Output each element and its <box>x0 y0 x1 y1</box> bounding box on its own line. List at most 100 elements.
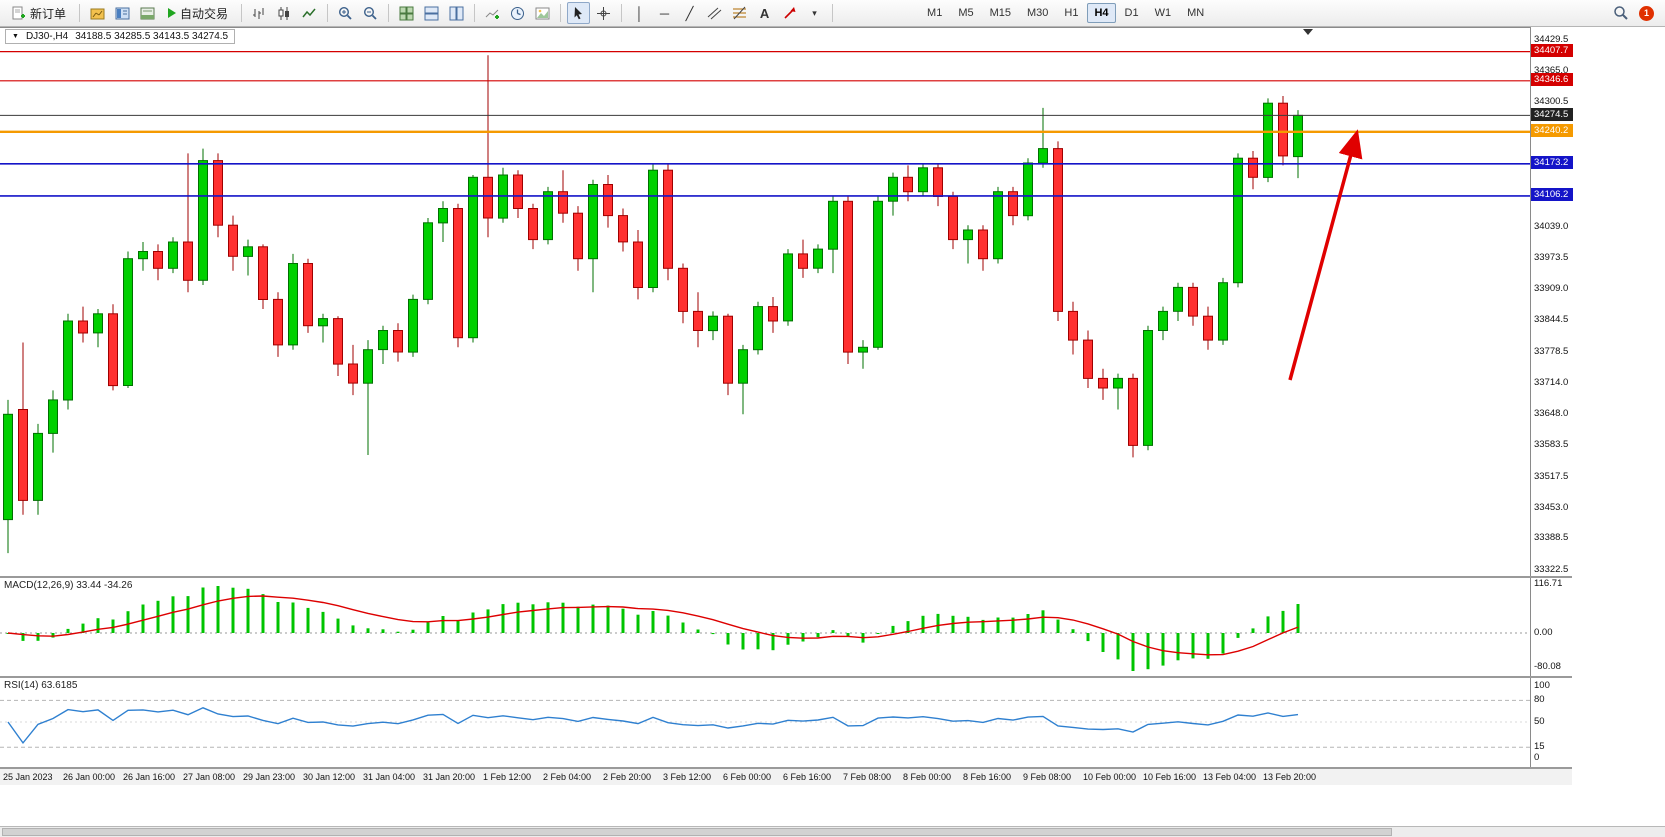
tf-d1-button[interactable]: D1 <box>1124 7 1139 19</box>
tile-windows-button[interactable] <box>395 2 418 24</box>
macd-histogram-bar <box>711 633 715 635</box>
candle <box>708 315 718 332</box>
one-click-expand-icon[interactable]: ▼ <box>12 33 19 40</box>
time-axis-label: 2 Feb 04:00 <box>543 772 592 782</box>
macd-pane[interactable]: MACD(12,26,9) 33.44 -34.26 <box>0 577 1530 677</box>
tf-w1-button[interactable]: W1 <box>1154 7 1172 19</box>
indicators-button[interactable] <box>481 2 504 24</box>
tf-h1-button[interactable]: H1 <box>1064 7 1079 19</box>
pane-divider[interactable] <box>0 576 1572 578</box>
candle <box>1083 339 1093 379</box>
chart-shift-marker[interactable] <box>1303 29 1313 35</box>
macd-histogram-bar <box>1206 633 1210 659</box>
cursor-button[interactable] <box>567 2 591 24</box>
tf-m5-button[interactable]: M5 <box>958 7 974 19</box>
tf-m30-button[interactable]: M30 <box>1027 7 1049 19</box>
crosshair-button[interactable] <box>592 2 615 24</box>
macd-histogram-bar <box>621 608 625 633</box>
notification-badge[interactable]: 1 <box>1639 5 1654 21</box>
channel-tool-button[interactable] <box>703 2 726 24</box>
vertical-line-tool-button[interactable]: │ <box>628 2 651 24</box>
zoom-out-button[interactable] <box>359 2 382 24</box>
candle <box>288 263 298 346</box>
zoom-in-icon <box>339 6 352 20</box>
candle <box>933 167 943 198</box>
macd-histogram-bar <box>1176 633 1180 661</box>
timeframe-group: M1 M5 M15 M30 H1 H4 D1 W1 MN <box>919 3 1212 23</box>
trendline-tool-button[interactable]: ╱ <box>678 2 701 24</box>
candle <box>183 241 193 281</box>
templates-button[interactable] <box>531 2 554 24</box>
horizontal-line-tool-button[interactable]: ─ <box>653 2 676 24</box>
objects-dropdown-button[interactable]: ▾ <box>803 2 826 24</box>
price-axis-label: 33583.5 <box>1534 439 1569 450</box>
macd-histogram-bar <box>801 633 805 642</box>
price-axis-label: 33517.5 <box>1534 471 1569 482</box>
tf-mn-button[interactable]: MN <box>1187 7 1205 19</box>
market-watch-button[interactable] <box>86 2 109 24</box>
zoom-in-button[interactable] <box>334 2 357 24</box>
macd-chart[interactable] <box>0 578 1530 678</box>
tf-m15-button[interactable]: M15 <box>989 7 1011 19</box>
objects-tool-button[interactable] <box>778 2 801 24</box>
macd-histogram-bar <box>426 622 430 633</box>
tile-horizontal-button[interactable] <box>420 2 443 24</box>
pane-divider[interactable] <box>0 767 1572 769</box>
time-axis[interactable]: 25 Jan 2023 26 Jan 00:00 26 Jan 16:00 27 Ja… <box>0 768 1572 785</box>
periods-button[interactable] <box>506 2 529 24</box>
macd-histogram-bar <box>636 614 640 633</box>
scrollbar-thumb[interactable] <box>2 828 1392 836</box>
fibonacci-tool-button[interactable] <box>728 2 751 24</box>
candle <box>273 298 283 346</box>
price-axis[interactable]: 34429.5 34365.0 34300.5 34039.0 33973.5 33909… <box>1530 27 1573 768</box>
candlestick-chart-button[interactable] <box>273 2 296 24</box>
macd-histogram-bar <box>726 633 730 645</box>
tf-h4-button[interactable]: H4 <box>1087 3 1116 23</box>
pane-divider[interactable] <box>0 676 1572 678</box>
candle <box>978 229 988 260</box>
time-axis-label: 26 Jan 00:00 <box>63 772 116 782</box>
tf-m1-button[interactable]: M1 <box>927 7 943 19</box>
macd-histogram-bar <box>351 625 355 633</box>
arrow-annotation[interactable] <box>1288 129 1363 381</box>
text-tool-button[interactable]: A <box>753 2 776 24</box>
macd-histogram-bar <box>756 633 760 650</box>
macd-histogram-bar <box>411 629 415 633</box>
macd-histogram-bar <box>186 596 190 633</box>
fibonacci-icon <box>733 6 747 19</box>
bars-chart-button[interactable] <box>248 2 271 24</box>
candle <box>558 191 568 214</box>
candle <box>438 208 448 224</box>
candle <box>48 399 58 434</box>
macd-histogram-bar <box>441 616 445 633</box>
search-icon[interactable] <box>1613 5 1629 21</box>
rsi-chart[interactable] <box>0 678 1530 769</box>
macd-histogram-bar <box>1161 633 1165 666</box>
time-axis-label: 26 Jan 16:00 <box>123 772 176 782</box>
rsi-pane[interactable]: RSI(14) 63.6185 <box>0 677 1530 768</box>
navigator-button[interactable] <box>111 2 134 24</box>
terminal-button[interactable] <box>136 2 159 24</box>
candle <box>1203 315 1213 341</box>
macd-axis-label: 0.00 <box>1534 627 1553 638</box>
candle <box>1098 377 1108 389</box>
candle <box>453 208 463 339</box>
rsi-axis-label: 0 <box>1534 752 1540 763</box>
auto-trading-button[interactable]: 自动交易 <box>161 2 235 25</box>
candle <box>33 432 43 501</box>
candle <box>198 160 208 281</box>
candle <box>1038 148 1048 164</box>
candle <box>348 363 358 384</box>
tile-vertical-button[interactable] <box>445 2 468 24</box>
macd-signal-line <box>7 595 1299 656</box>
main-price-pane[interactable] <box>0 27 1530 577</box>
time-axis-label: 7 Feb 08:00 <box>843 772 892 782</box>
candle <box>543 191 553 241</box>
macd-histogram-bar <box>21 633 25 641</box>
new-order-button[interactable]: 新订单 <box>5 2 73 25</box>
candlestick-chart[interactable] <box>0 28 1530 578</box>
rsi-axis-label: 50 <box>1534 716 1545 727</box>
line-chart-button[interactable] <box>298 2 321 24</box>
horizontal-scrollbar[interactable] <box>0 826 1665 837</box>
